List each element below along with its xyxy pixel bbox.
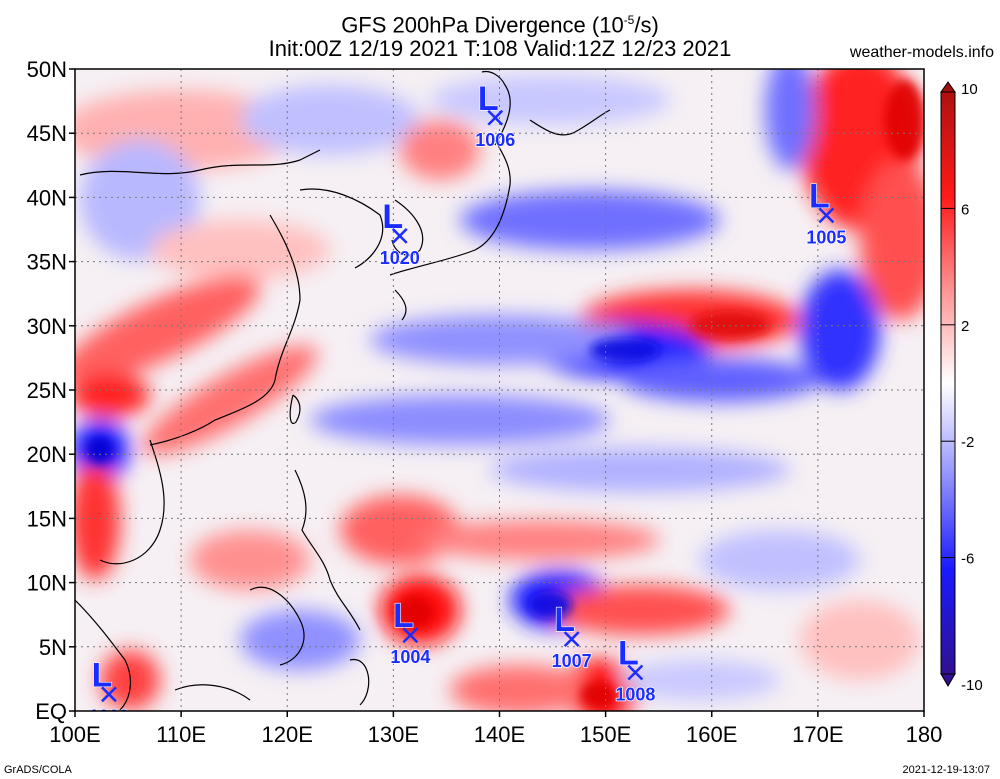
lon-tick-label: 170E [792,722,843,747]
low-marker-letter: L [809,177,830,215]
lon-tick-label: 180 [906,722,943,747]
low-marker-letter: L [393,597,414,635]
lat-tick-label: 40N [27,185,67,210]
low-pressure-value: 1004 [390,647,430,667]
colorbar-label: -10 [961,677,983,694]
lon-tick-label: 110E [156,722,206,747]
lon-tick-label: 130E [368,722,419,747]
lat-lon-grid [75,69,924,711]
low-pressure-center: L 1004 [390,597,432,668]
low-pressure-center: L 1006 [474,79,516,150]
low-pressure-center: L 1008 [615,634,657,705]
low-center-x-icon [818,207,835,224]
lat-tick-label: 5N [39,635,67,660]
low-pressure-center: L 1009 [88,656,130,726]
colorbar-label: 10 [961,81,978,98]
lat-tick-label: 30N [27,314,67,339]
divergence-field: L 1006 L 1020 L 1005 L 1004 L 1007 L 1008 L 1009 [75,69,924,726]
low-marker-letter: L [382,198,403,236]
lat-tick-label: 10N [27,571,67,596]
low-marker-letter: L [478,80,499,118]
coastlines [75,70,611,711]
low-center-x-icon [487,109,504,126]
colorbar: 10 6 2 -2 -6 -10 [940,81,983,694]
site-credit: weather-models.info [849,44,994,61]
low-center-x-icon [402,627,419,644]
lon-tick-label: 150E [580,722,631,747]
lat-tick-label: 20N [27,442,67,467]
low-marker-letter: L [618,634,639,672]
lon-tick-label: 160E [686,722,737,747]
low-center-x-icon [101,686,117,703]
lat-tick-label: 35N [27,250,67,275]
map-title: GFS 200hPa Divergence (10-5/s) [341,12,659,38]
lon-tick-label: 100E [49,722,100,747]
lat-tick-label: EQ [35,699,67,724]
low-pressure-value: 1007 [552,651,592,671]
low-pressure-value: 1020 [380,248,420,268]
low-pressure-value: 1009 [89,706,129,726]
colorbar-label: -2 [961,434,974,451]
map-subtitle: Init:00Z 12/19 2021 T:108 Valid:12Z 12/2… [268,36,732,61]
colorbar-label: 2 [961,318,969,335]
lon-tick-label: 120E [262,722,313,747]
low-marker-letter: L [554,601,575,639]
latitude-axis: 50N 45N 40N 35N 30N 25N 20N 15N 10N 5N EQ [27,57,75,724]
lon-tick-label: 140E [474,722,525,747]
low-pressure-value: 1008 [615,684,655,704]
low-center-x-icon [563,631,580,647]
footer-timestamp: 2021-12-19-13:07 [902,764,990,776]
longitude-axis: 100E 110E 120E 130E 140E 150E 160E 170E 180 [49,711,942,747]
colorbar-label: -6 [961,551,974,568]
lat-tick-label: 50N [27,57,67,82]
low-center-x-icon [627,664,644,681]
low-pressure-center: L 1020 [379,197,421,268]
low-pressure-center: L 1007 [551,600,593,671]
lat-tick-label: 15N [27,506,67,531]
low-pressure-value: 1005 [806,227,846,247]
low-pressure-value: 1006 [475,130,515,150]
low-pressure-center: L 1005 [806,177,848,248]
pressure-centers: L 1006 L 1020 L 1005 L 1004 L 1007 L 1008 L 1009 [88,79,848,726]
low-marker-letter: L [92,656,113,694]
lat-tick-label: 25N [27,378,67,403]
low-center-x-icon [391,228,408,244]
footer-source: GrADS/COLA [4,764,72,776]
lat-tick-label: 45N [27,121,67,146]
colorbar-label: 6 [961,201,969,218]
